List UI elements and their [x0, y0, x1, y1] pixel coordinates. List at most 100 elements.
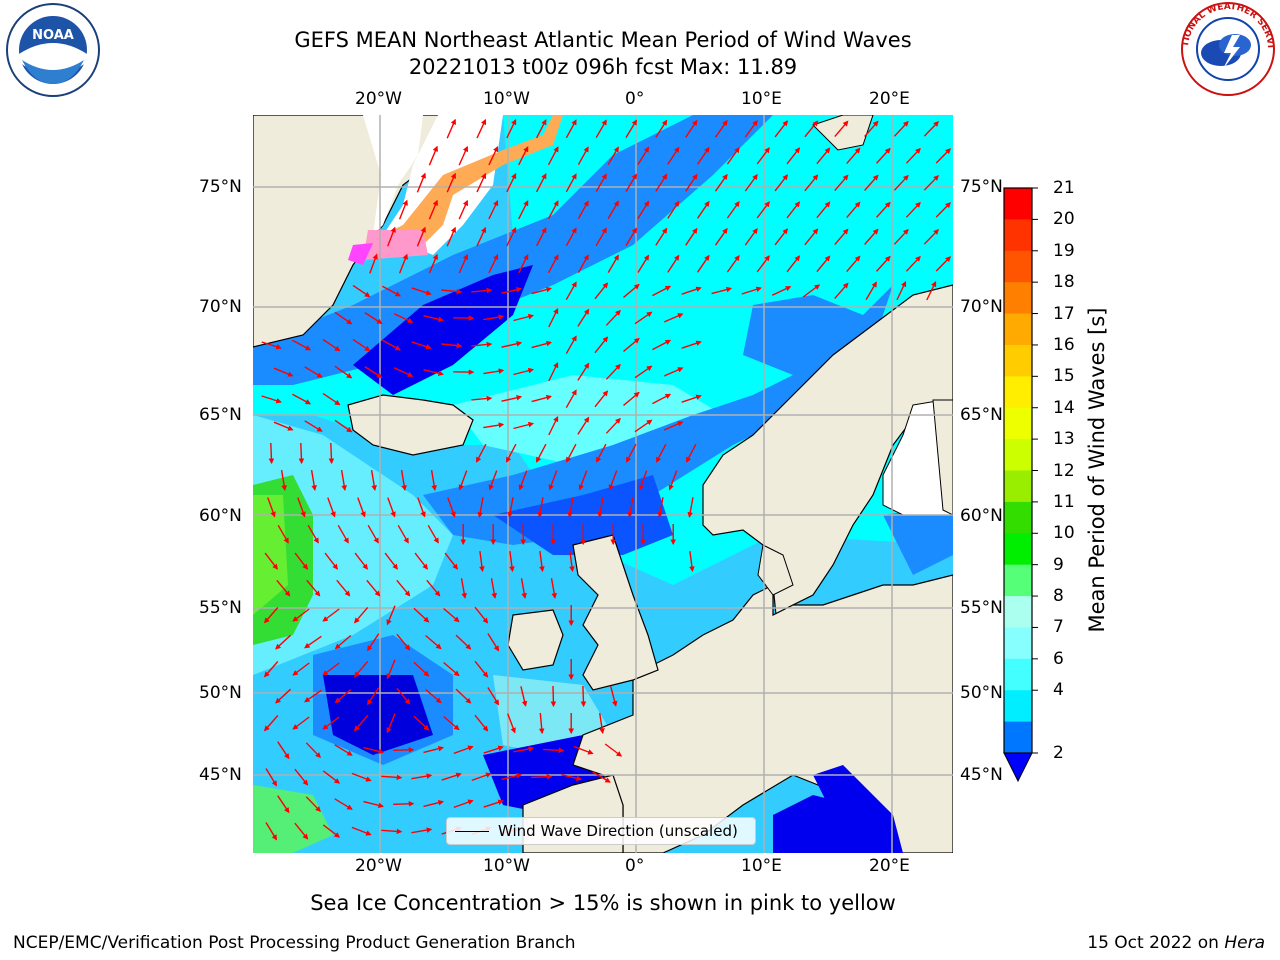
colorbar — [1003, 187, 1038, 783]
wave-direction-arrow — [537, 497, 544, 518]
wave-direction-arrow — [896, 280, 907, 301]
wave-direction-arrow — [398, 199, 408, 220]
wave-direction-arrow — [268, 442, 275, 465]
wave-direction-arrow — [458, 145, 469, 166]
wave-direction-arrow — [322, 608, 340, 622]
wave-direction-arrow — [573, 745, 594, 755]
wave-direction-arrow — [577, 200, 589, 220]
wave-direction-arrow — [689, 551, 695, 573]
wave-direction-arrow — [294, 552, 308, 570]
colorbar-cell — [1004, 658, 1032, 691]
wave-direction-arrow — [569, 551, 575, 573]
colorbar-cell — [1004, 282, 1032, 315]
legend-label: Wind Wave Direction (unscaled) — [498, 822, 738, 840]
wave-direction-arrow — [276, 579, 291, 597]
colorbar-tick-label: 15 — [1053, 366, 1075, 387]
colorbar-cell — [1004, 313, 1032, 346]
wave-direction-arrow — [263, 607, 279, 624]
wave-direction-arrow — [846, 147, 861, 165]
wave-direction-arrow — [398, 253, 408, 274]
wave-direction-arrow — [425, 688, 442, 704]
wave-direction-arrow — [277, 741, 290, 760]
wave-direction-arrow — [441, 288, 463, 295]
wave-direction-arrow — [337, 524, 349, 544]
wave-direction-arrow — [685, 227, 698, 246]
wave-direction-arrow — [875, 147, 891, 164]
wave-direction-arrow — [518, 470, 528, 491]
sea-ice-caption: Sea Ice Concentration > 15% is shown in … — [310, 891, 896, 915]
wave-direction-arrow — [577, 146, 589, 166]
wave-direction-arrow — [535, 173, 547, 193]
wave-direction-arrow — [363, 746, 384, 755]
wave-direction-arrow — [393, 801, 415, 807]
wave-direction-arrow — [393, 367, 414, 377]
wave-direction-arrow — [477, 497, 484, 518]
colorbar-tick-label: 14 — [1053, 397, 1075, 418]
colorbar-cell — [1004, 219, 1032, 252]
colorbar-tick-label: 13 — [1053, 429, 1075, 450]
wave-direction-arrow — [277, 795, 290, 814]
wave-direction-arrow — [446, 118, 456, 139]
lat-tick-right: 65°N — [960, 405, 1003, 425]
colorbar-tick-label: 10 — [1053, 523, 1075, 544]
wave-direction-arrow — [513, 313, 534, 322]
wave-direction-arrow — [367, 687, 380, 706]
wave-direction-arrow — [744, 173, 758, 192]
wave-direction-arrow — [414, 552, 428, 570]
wave-direction-arrow — [565, 281, 577, 301]
noaa-logo: NOAA — [6, 3, 100, 97]
wave-direction-arrow — [352, 338, 371, 352]
chart-subtitle: 20221013 t00z 096h fcst Max: 11.89 — [408, 55, 798, 79]
deep-patch-biscay-west — [323, 675, 433, 755]
wave-direction-arrow — [446, 226, 456, 247]
wave-direction-arrow — [382, 339, 401, 351]
colorbar-cell — [1004, 721, 1032, 754]
wave-direction-arrow — [637, 200, 650, 219]
wave-direction-arrow — [550, 578, 557, 599]
wave-direction-arrow — [351, 772, 372, 782]
blue-patch-bothnia — [883, 505, 953, 575]
footer-organization: NCEP/EMC/Verification Post Processing Pr… — [13, 933, 576, 953]
wave-direction-arrow — [443, 607, 460, 623]
wave-direction-arrow — [353, 714, 369, 732]
wave-direction-arrow — [681, 340, 702, 349]
wave-direction-arrow — [386, 713, 396, 734]
wave-direction-arrow — [298, 442, 305, 465]
wave-direction-arrow — [423, 315, 444, 322]
wave-direction-arrow — [608, 470, 618, 491]
colorbar-tick-label: 9 — [1053, 554, 1064, 575]
wave-direction-arrow — [577, 254, 589, 274]
wave-direction-arrow — [786, 255, 801, 273]
wave-direction-arrow — [599, 712, 605, 735]
lat-tick-right: 50°N — [960, 683, 1003, 703]
wave-direction-arrow — [458, 470, 468, 491]
wave-direction-arrow — [428, 199, 438, 220]
wave-direction-arrow — [638, 470, 648, 491]
wave-direction-arrow — [474, 660, 489, 678]
wave-direction-arrow — [594, 336, 609, 354]
wave-direction-arrow — [592, 771, 611, 783]
colorbar-cell — [1004, 627, 1032, 660]
wave-direction-arrow — [756, 255, 770, 273]
wave-direction-arrow — [292, 716, 310, 730]
wave-direction-arrow — [471, 341, 493, 348]
green-core-west — [253, 495, 288, 615]
colorbar-tick-label: 17 — [1053, 303, 1075, 324]
wave-direction-arrow — [446, 172, 456, 193]
colorbar-cell — [1004, 501, 1032, 534]
wave-direction-arrow — [304, 366, 323, 378]
wave-direction-arrow — [667, 254, 680, 273]
lat-tick-left: 50°N — [199, 683, 242, 703]
wave-direction-arrow — [327, 497, 336, 518]
lon-tick-top: 10°W — [483, 89, 530, 109]
wave-direction-arrow — [474, 606, 489, 624]
wave-direction-arrow — [685, 443, 697, 463]
wave-direction-arrow — [396, 633, 411, 651]
sea-ice-edge — [358, 115, 563, 257]
wave-direction-arrow — [336, 579, 351, 597]
lon-tick-bottom: 10°E — [741, 856, 782, 876]
wave-direction-arrow — [413, 607, 430, 623]
wave-direction-arrow — [595, 173, 607, 193]
wave-direction-arrow — [634, 311, 653, 325]
lon-tick-top: 0° — [625, 89, 645, 109]
